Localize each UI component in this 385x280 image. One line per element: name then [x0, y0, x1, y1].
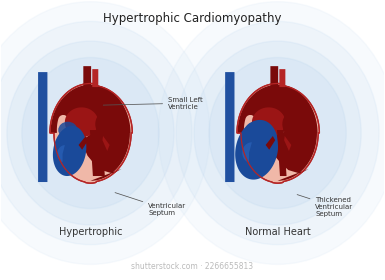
FancyBboxPatch shape	[270, 66, 278, 89]
Polygon shape	[237, 83, 320, 183]
Polygon shape	[242, 142, 252, 163]
Text: Normal Heart: Normal Heart	[245, 227, 310, 237]
Polygon shape	[50, 83, 132, 183]
Text: Ventricular
Septum: Ventricular Septum	[115, 193, 186, 216]
Polygon shape	[277, 130, 286, 176]
Polygon shape	[102, 136, 110, 151]
Polygon shape	[252, 107, 285, 137]
Ellipse shape	[58, 122, 77, 138]
Text: Hypertrophic Cardiomyopathy: Hypertrophic Cardiomyopathy	[103, 12, 281, 25]
Ellipse shape	[0, 2, 210, 264]
Ellipse shape	[158, 2, 385, 264]
FancyBboxPatch shape	[225, 72, 234, 182]
Polygon shape	[266, 136, 275, 150]
Ellipse shape	[0, 21, 192, 245]
Polygon shape	[284, 136, 291, 151]
Text: Thickened
Ventricular
Septum: Thickened Ventricular Septum	[297, 195, 353, 217]
Polygon shape	[50, 85, 131, 181]
Polygon shape	[238, 85, 318, 181]
Ellipse shape	[245, 122, 264, 138]
FancyBboxPatch shape	[38, 72, 47, 182]
Polygon shape	[57, 145, 65, 162]
FancyBboxPatch shape	[92, 69, 98, 87]
Text: shutterstock.com · 2266655813: shutterstock.com · 2266655813	[131, 262, 253, 271]
Ellipse shape	[194, 41, 361, 225]
Ellipse shape	[176, 21, 379, 245]
Polygon shape	[53, 126, 86, 176]
Polygon shape	[79, 136, 88, 150]
Ellipse shape	[209, 57, 346, 209]
Polygon shape	[90, 130, 105, 176]
Ellipse shape	[7, 41, 174, 225]
Text: Hypertrophic: Hypertrophic	[59, 227, 122, 237]
FancyBboxPatch shape	[83, 66, 91, 89]
Polygon shape	[282, 111, 306, 137]
Polygon shape	[95, 111, 119, 137]
Ellipse shape	[22, 57, 159, 209]
Text: Small Left
Ventricle: Small Left Ventricle	[103, 97, 203, 110]
Polygon shape	[235, 120, 278, 179]
Polygon shape	[65, 107, 98, 137]
FancyBboxPatch shape	[280, 69, 285, 87]
